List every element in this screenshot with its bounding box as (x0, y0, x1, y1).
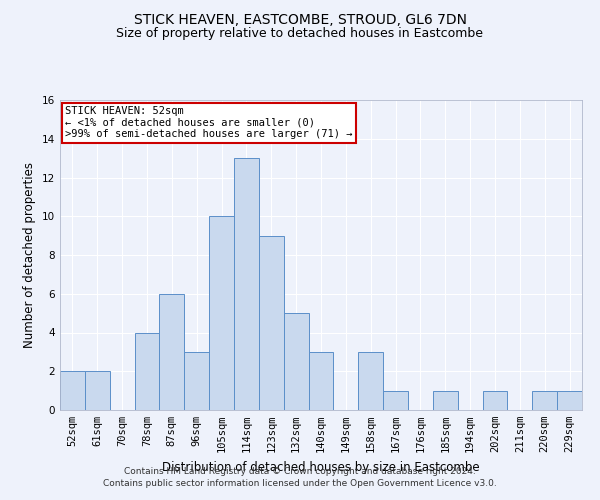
Bar (234, 158, 259, 410)
Bar (433, 390, 458, 410)
Text: Contains HM Land Registry data © Crown copyright and database right 2024.
Contai: Contains HM Land Registry data © Crown c… (103, 466, 497, 487)
Bar (383, 390, 408, 410)
Bar (308, 352, 334, 410)
Text: Size of property relative to detached houses in Eastcombe: Size of property relative to detached ho… (116, 28, 484, 40)
Bar (85, 371, 110, 410)
Text: STICK HEAVEN, EASTCOMBE, STROUD, GL6 7DN: STICK HEAVEN, EASTCOMBE, STROUD, GL6 7DN (133, 12, 467, 26)
X-axis label: Distribution of detached houses by size in Eastcombe: Distribution of detached houses by size … (162, 460, 480, 473)
Bar (259, 236, 284, 410)
Bar (134, 332, 160, 410)
Bar (482, 390, 508, 410)
Bar (60, 371, 85, 410)
Bar (358, 352, 383, 410)
Bar (209, 216, 234, 410)
Bar (532, 390, 557, 410)
Bar (557, 390, 582, 410)
Bar (160, 294, 184, 410)
Bar (184, 352, 209, 410)
Y-axis label: Number of detached properties: Number of detached properties (23, 162, 37, 348)
Bar (284, 313, 308, 410)
Text: STICK HEAVEN: 52sqm
← <1% of detached houses are smaller (0)
>99% of semi-detach: STICK HEAVEN: 52sqm ← <1% of detached ho… (65, 106, 353, 140)
